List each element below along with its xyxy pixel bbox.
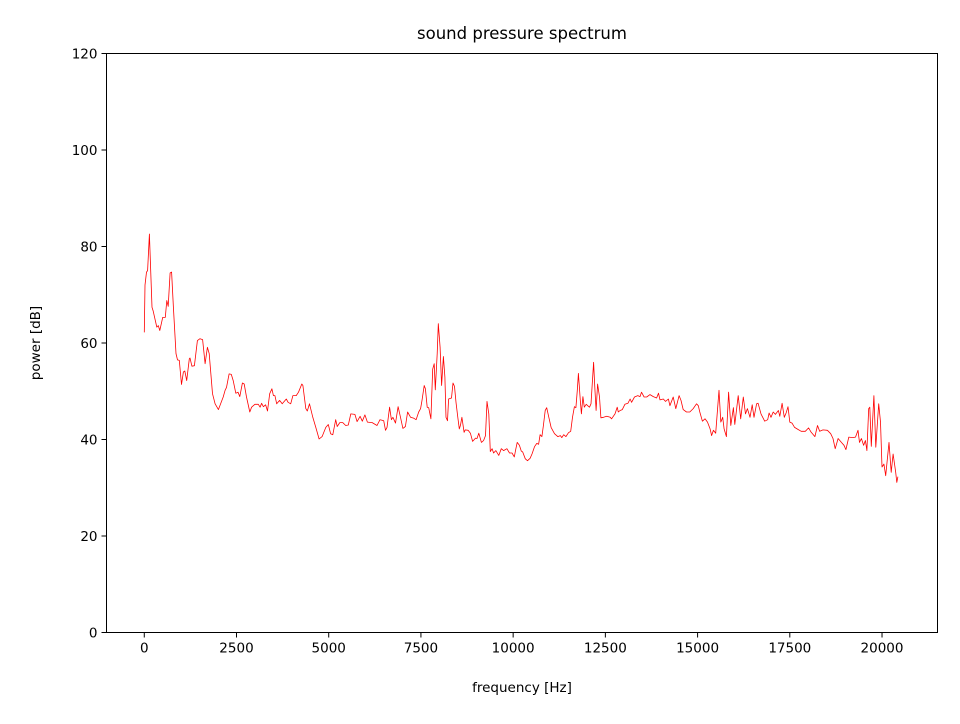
y-tick-label: 120 <box>72 47 98 63</box>
y-tick-label: 100 <box>72 143 98 159</box>
plot-area <box>143 233 899 483</box>
x-tick-label: 15000 <box>676 641 719 657</box>
y-axis-label: power [dB] <box>28 306 44 380</box>
y-tick-label: 40 <box>80 433 97 449</box>
spectrum-line <box>143 233 899 483</box>
x-tick-label: 12500 <box>584 641 627 657</box>
y-axis: 0 20 40 60 80 100 120 <box>72 47 107 642</box>
x-axis-label: frequency [Hz] <box>472 680 572 696</box>
y-tick-label: 20 <box>80 529 97 545</box>
y-tick-label: 80 <box>80 240 97 256</box>
x-tick-label: 10000 <box>492 641 535 657</box>
x-tick-label: 17500 <box>768 641 811 657</box>
x-tick-label: 7500 <box>404 641 438 657</box>
chart-title: sound pressure spectrum <box>417 24 627 43</box>
x-tick-label: 20000 <box>861 641 904 657</box>
axes-frame <box>106 53 938 633</box>
y-tick-label: 0 <box>89 626 98 642</box>
x-tick-label: 5000 <box>312 641 346 657</box>
y-tick-label: 60 <box>80 336 97 352</box>
x-tick-label: 2500 <box>219 641 253 657</box>
x-axis: 0 2500 5000 7500 10000 12500 15000 17500 20000 <box>140 632 904 657</box>
x-tick-label: 0 <box>140 641 149 657</box>
